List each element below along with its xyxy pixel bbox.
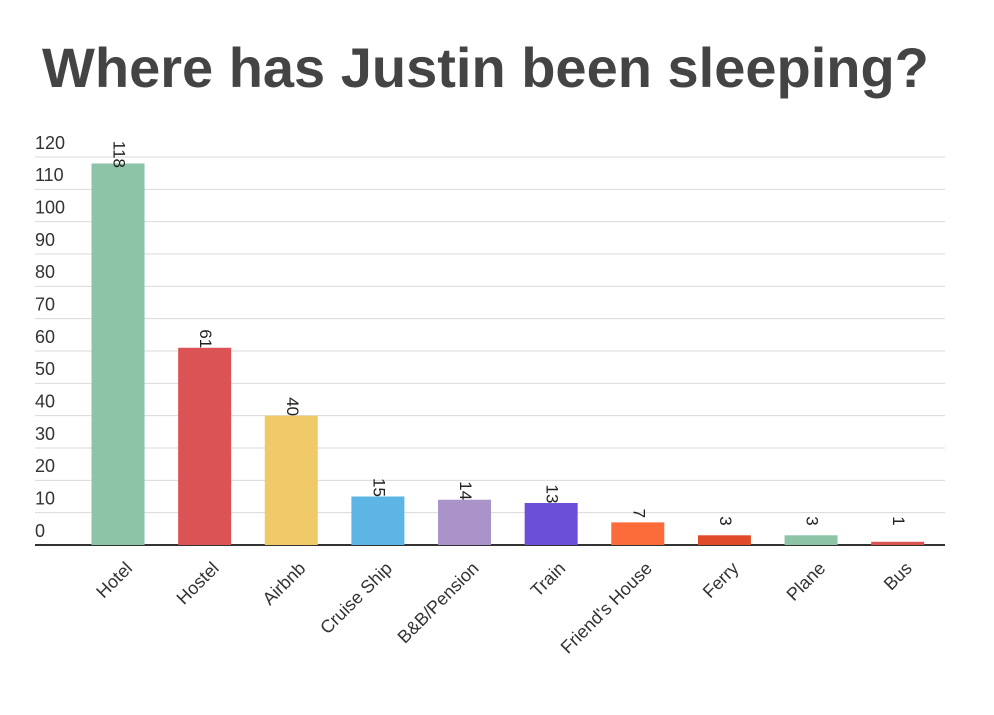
x-tick-label: Ferry	[699, 558, 743, 602]
bar	[178, 347, 232, 545]
y-tick-label: 100	[35, 197, 65, 217]
y-tick-label: 60	[35, 327, 55, 347]
y-tick-label: 120	[35, 133, 65, 153]
x-tick-label: Cruise Ship	[316, 558, 396, 638]
x-tick-label: Hotel	[92, 558, 136, 602]
bar	[351, 496, 405, 545]
value-label: 7	[629, 509, 648, 518]
y-tick-label: 40	[35, 391, 55, 411]
y-tick-label: 20	[35, 456, 55, 476]
bar	[784, 535, 838, 545]
y-tick-label: 90	[35, 230, 55, 250]
bar	[611, 522, 665, 545]
chart-title: Where has Justin been sleeping?	[42, 36, 929, 99]
value-label: 1	[889, 516, 908, 525]
y-tick-label: 80	[35, 262, 55, 282]
bar	[438, 499, 492, 545]
x-tick-label: B&B/Pension	[394, 558, 483, 647]
x-tick-label: Bus	[880, 558, 916, 594]
value-label: 61	[196, 329, 215, 348]
value-label: 15	[369, 478, 388, 497]
x-tick-label: Train	[527, 558, 570, 601]
value-label: 118	[110, 141, 129, 168]
bar	[524, 502, 578, 545]
bar	[91, 163, 145, 545]
x-tick-label: Airbnb	[259, 558, 310, 609]
value-label: 14	[456, 481, 475, 500]
x-tick-label: Friend's House	[557, 558, 656, 657]
y-tick-label: 0	[35, 521, 45, 541]
y-tick-label: 110	[35, 165, 64, 185]
value-label: 40	[283, 397, 302, 416]
value-label: 13	[543, 485, 562, 504]
bar	[697, 535, 751, 545]
y-tick-label: 70	[35, 294, 55, 314]
y-tick-label: 30	[35, 424, 55, 444]
bar	[871, 541, 925, 545]
bar	[264, 415, 318, 545]
y-tick-label: 10	[35, 488, 55, 508]
value-label: 3	[716, 516, 735, 525]
x-tick-label: Plane	[783, 558, 830, 605]
value-label: 3	[803, 516, 822, 525]
y-tick-label: 50	[35, 359, 55, 379]
x-tick-label: Hostel	[173, 558, 223, 608]
